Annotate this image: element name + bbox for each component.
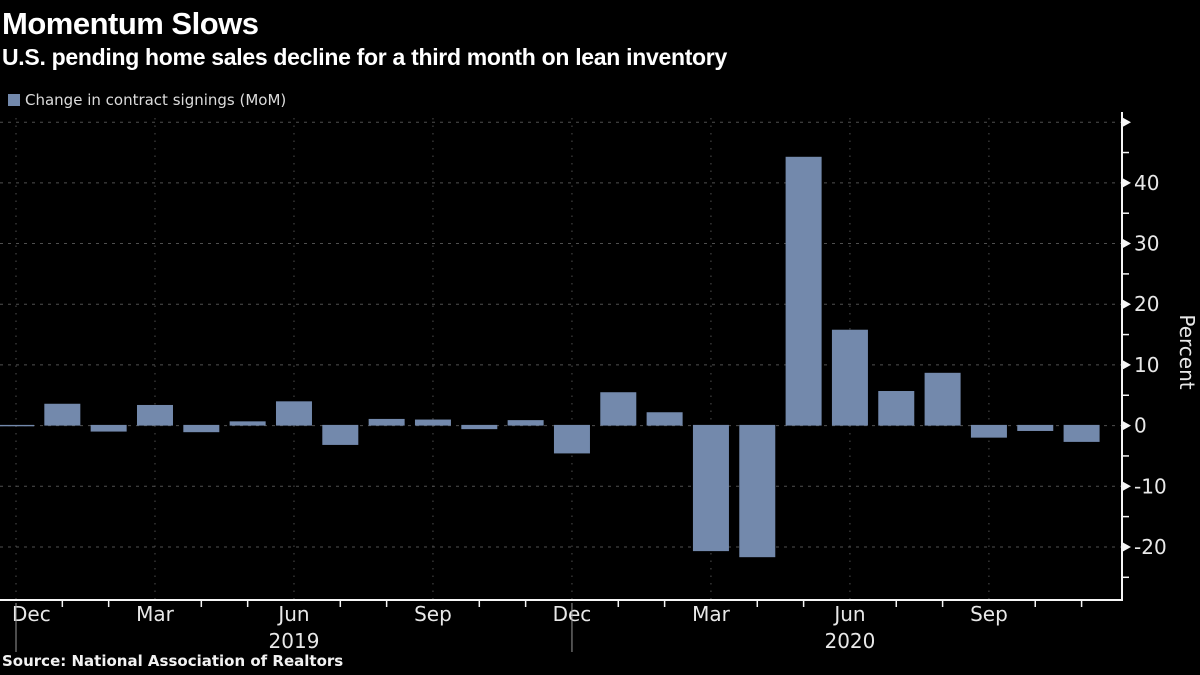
y-tick-label: 0 xyxy=(1134,414,1147,438)
bar xyxy=(785,156,822,426)
bar xyxy=(183,424,220,433)
y-major-tick xyxy=(1122,359,1131,370)
y-major-tick xyxy=(1122,481,1131,492)
bar xyxy=(229,421,266,426)
x-tick-label: Sep xyxy=(414,602,452,626)
bar xyxy=(322,424,359,445)
bar xyxy=(0,424,34,427)
legend-swatch-icon xyxy=(8,94,20,106)
x-tick-label: Dec xyxy=(12,602,51,626)
bar xyxy=(1063,424,1100,442)
y-tick-label: 40 xyxy=(1134,171,1159,195)
bar xyxy=(275,401,312,426)
y-major-tick xyxy=(1122,420,1131,431)
bar xyxy=(1017,424,1054,431)
bar xyxy=(970,424,1007,438)
bar xyxy=(646,412,683,426)
x-tick-label: Sep xyxy=(970,602,1008,626)
bar xyxy=(136,404,173,426)
source-credit: Source: National Association of Realtors xyxy=(2,652,344,670)
y-tick-label: 30 xyxy=(1134,232,1159,256)
y-major-tick xyxy=(1122,117,1131,128)
y-major-tick xyxy=(1122,238,1131,249)
legend-label: Change in contract signings (MoM) xyxy=(25,91,287,109)
x-tick-label: Mar xyxy=(136,602,175,626)
y-axis-title: Percent xyxy=(1175,314,1199,389)
bar xyxy=(90,424,127,432)
chart-subtitle: U.S. pending home sales decline for a th… xyxy=(2,44,727,70)
bar xyxy=(44,403,81,426)
bar xyxy=(739,424,776,558)
bar xyxy=(878,391,915,426)
y-tick-label: -20 xyxy=(1134,535,1167,559)
bar xyxy=(414,419,451,426)
bar xyxy=(553,424,590,454)
bar xyxy=(692,424,729,552)
bar xyxy=(507,420,544,426)
legend: Change in contract signings (MoM) xyxy=(8,91,286,109)
bar xyxy=(600,392,637,426)
y-major-tick xyxy=(1122,541,1131,552)
x-tick-label: Jun xyxy=(832,602,865,626)
y-major-tick xyxy=(1122,299,1131,310)
year-label: 2020 xyxy=(824,629,875,653)
bar xyxy=(924,372,961,426)
y-tick-label: -10 xyxy=(1134,474,1167,498)
y-tick-label: 20 xyxy=(1134,292,1159,316)
bar xyxy=(831,329,868,426)
chart-title: Momentum Slows xyxy=(2,6,259,41)
y-tick-label: 10 xyxy=(1134,353,1159,377)
bar xyxy=(461,424,498,430)
x-tick-label: Mar xyxy=(692,602,731,626)
x-tick-label: Jun xyxy=(276,602,309,626)
year-label: 2019 xyxy=(269,629,320,653)
y-major-tick xyxy=(1122,177,1131,188)
bar xyxy=(368,418,405,426)
